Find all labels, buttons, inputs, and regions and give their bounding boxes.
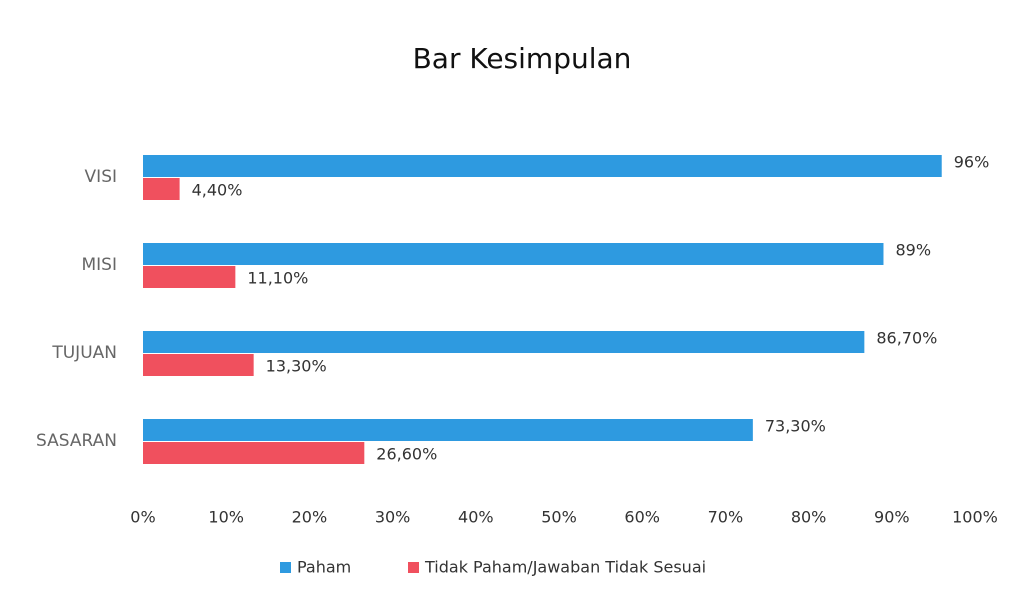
value-label: 73,30% bbox=[765, 417, 826, 436]
category-label: SASARAN bbox=[36, 431, 117, 451]
bar bbox=[143, 243, 884, 265]
category-label: TUJUAN bbox=[51, 343, 117, 363]
x-tick-label: 90% bbox=[874, 508, 910, 527]
legend-swatch bbox=[408, 562, 419, 573]
value-label: 11,10% bbox=[247, 269, 308, 288]
x-tick-label: 60% bbox=[624, 508, 660, 527]
x-tick-label: 70% bbox=[708, 508, 744, 527]
value-label: 26,60% bbox=[376, 445, 437, 464]
legend-label: Paham bbox=[297, 558, 351, 577]
x-tick-label: 40% bbox=[458, 508, 494, 527]
x-tick-label: 30% bbox=[375, 508, 411, 527]
x-tick-label: 10% bbox=[208, 508, 244, 527]
x-tick-label: 100% bbox=[952, 508, 998, 527]
value-label: 96% bbox=[954, 153, 990, 172]
value-label: 86,70% bbox=[876, 329, 937, 348]
chart-title: Bar Kesimpulan bbox=[413, 42, 632, 75]
legend-label: Tidak Paham/Jawaban Tidak Sesuai bbox=[424, 558, 706, 577]
value-label: 13,30% bbox=[266, 357, 327, 376]
bar bbox=[143, 442, 365, 464]
category-label: MISI bbox=[82, 255, 118, 275]
x-tick-label: 20% bbox=[292, 508, 328, 527]
x-tick-label: 80% bbox=[791, 508, 827, 527]
bar bbox=[143, 331, 865, 353]
bar bbox=[143, 354, 254, 376]
value-label: 4,40% bbox=[192, 181, 243, 200]
x-tick-label: 50% bbox=[541, 508, 577, 527]
category-label: VISI bbox=[85, 167, 117, 187]
bar bbox=[143, 419, 753, 441]
value-label: 89% bbox=[895, 241, 931, 260]
x-tick-label: 0% bbox=[130, 508, 155, 527]
bar bbox=[143, 155, 942, 177]
bar bbox=[143, 178, 180, 200]
bar bbox=[143, 266, 236, 288]
legend-swatch bbox=[280, 562, 291, 573]
